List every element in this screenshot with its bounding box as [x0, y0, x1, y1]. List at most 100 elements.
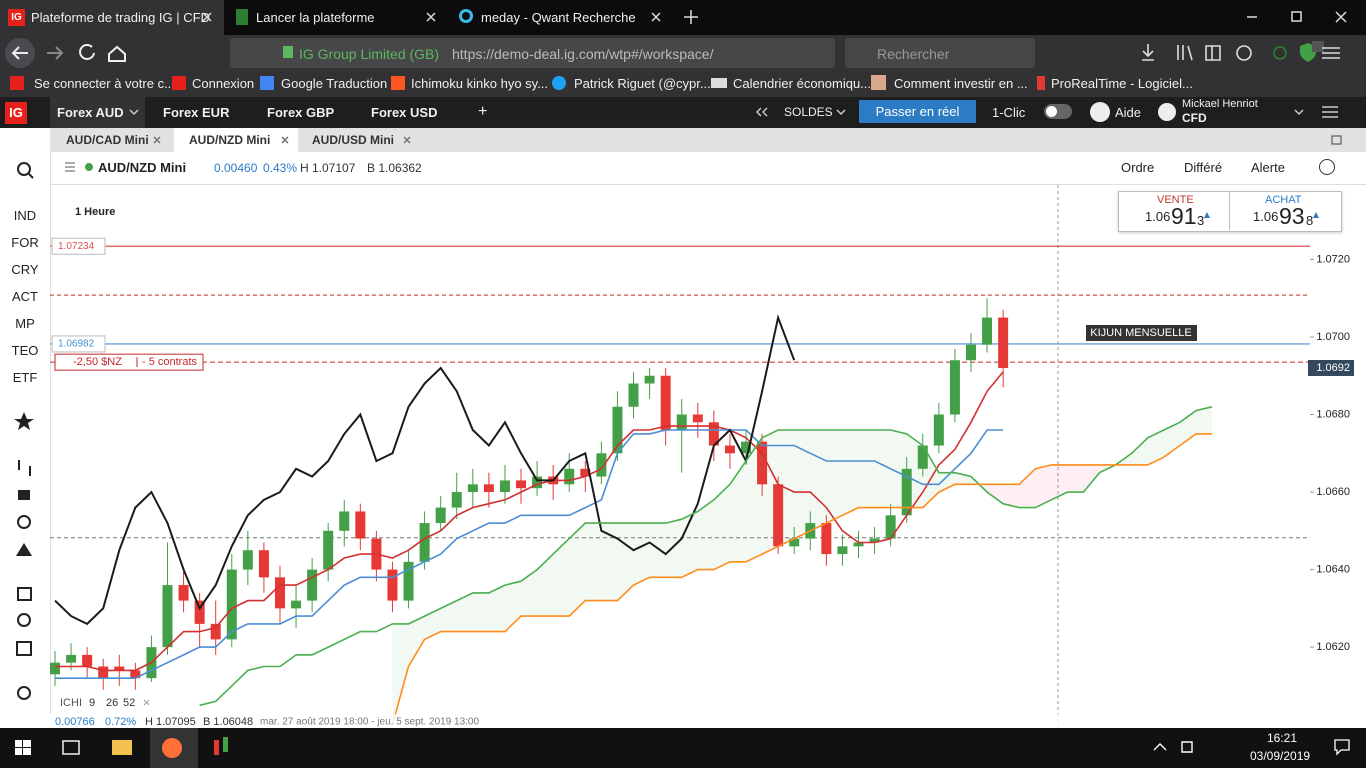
url[interactable]: https://demo-deal.ig.com/wtp#/workspace/: [452, 46, 714, 62]
indicator-line: [55, 429, 1004, 679]
balance[interactable]: SOLDES: [784, 105, 833, 119]
bookmark[interactable]: Se connecter à votre c...: [34, 76, 175, 91]
footer-low: B 1.06048: [203, 716, 253, 728]
go-live-button[interactable]: Passer en réel: [859, 100, 976, 123]
candle-body: [98, 666, 109, 679]
clock-date: 03/09/2019: [1250, 749, 1311, 763]
sell-main[interactable]: 91: [1171, 203, 1197, 229]
cloud: [1051, 464, 1068, 500]
candle-body: [885, 515, 896, 539]
candle-body: [998, 317, 1009, 368]
candle-body: [982, 317, 993, 345]
nav-item[interactable]: MP: [15, 316, 35, 331]
workspace[interactable]: Forex GBP: [267, 105, 335, 120]
instrument-tab[interactable]: AUD/CAD Mini: [66, 133, 149, 147]
action[interactable]: Différé: [1184, 160, 1223, 175]
favicon: [459, 9, 473, 23]
menu-icons[interactable]: [62, 160, 102, 176]
bookmark[interactable]: Calendrier économiqu...: [733, 76, 872, 91]
instrument-tab-active[interactable]: [174, 128, 298, 152]
user-name[interactable]: Mickael Henriot: [1182, 98, 1258, 110]
address-bar[interactable]: [230, 38, 835, 68]
workspace[interactable]: Forex AUD: [57, 105, 124, 120]
tab-active[interactable]: [0, 0, 224, 35]
add-workspace[interactable]: +: [478, 103, 488, 120]
sell-small[interactable]: 3: [1197, 213, 1205, 228]
indicator-line: [391, 433, 1212, 725]
tab-title[interactable]: meday - Qwant Recherche: [481, 10, 636, 25]
tab-title[interactable]: Plateforme de trading IG | CFD: [31, 10, 210, 25]
annotation-box: [1086, 325, 1197, 341]
buy-small[interactable]: 8: [1306, 213, 1314, 228]
buy-big[interactable]: 1.06: [1253, 209, 1279, 224]
search-placeholder: Rechercher: [877, 46, 950, 62]
tab-title[interactable]: Lancer la plateforme: [256, 10, 375, 25]
footer-high: H 1.07095: [145, 716, 196, 728]
help-icon[interactable]: [1090, 102, 1110, 122]
workspace[interactable]: Forex USD: [371, 105, 438, 120]
candle-body: [724, 445, 735, 454]
instrument-tab[interactable]: AUD/NZD Mini: [189, 133, 271, 147]
indicator-param: 9: [89, 697, 95, 709]
change: 0.00460: [214, 161, 258, 175]
indicator-line: [54, 314, 796, 626]
nav-item[interactable]: TEO: [11, 343, 39, 358]
bookmark[interactable]: Connexion: [192, 76, 255, 91]
bookmark[interactable]: Comment investir en ...: [894, 76, 1028, 91]
nav-item[interactable]: CRY: [11, 262, 39, 277]
instrument-tab[interactable]: AUD/USD Mini: [312, 133, 394, 147]
bookmark[interactable]: Patrick Riguet (@cypr...: [574, 76, 711, 91]
action[interactable]: Alerte: [1251, 160, 1285, 175]
bookmark-icon: [10, 76, 24, 90]
candle-body: [965, 344, 976, 361]
level-label: 1.06982: [58, 339, 95, 350]
candle-body: [339, 511, 350, 531]
site-identity: IG Group Limited (GB): [299, 46, 440, 62]
nav-item[interactable]: IND: [13, 208, 37, 223]
candle-body: [483, 484, 494, 493]
workspace-active[interactable]: [50, 97, 145, 128]
cloud: [488, 585, 505, 632]
bookmark[interactable]: ProRealTime - Logiciel...: [1051, 76, 1193, 91]
bookmark[interactable]: Google Traduction: [281, 76, 388, 91]
candle-body: [837, 546, 848, 555]
help[interactable]: Aide: [1115, 105, 1142, 120]
toolbar-icons: [1142, 41, 1340, 62]
candle-body: [162, 585, 173, 648]
level-label-box: [51, 335, 106, 353]
tab-close-icons[interactable]: [50, 128, 1366, 152]
cloud: [553, 538, 570, 617]
action[interactable]: Ordre: [1121, 160, 1155, 175]
bookmark-icon: [172, 76, 186, 90]
candle-body: [741, 441, 752, 454]
buy-main[interactable]: 93: [1279, 203, 1305, 229]
cloud: [810, 430, 827, 531]
candle-body: [773, 484, 784, 547]
workspace[interactable]: Forex EUR: [163, 105, 230, 120]
candle-body: [628, 383, 639, 407]
annotation: KIJUN MENSUELLE: [1090, 327, 1191, 339]
clock-time: 16:21: [1267, 731, 1298, 745]
sidebar-icons[interactable]: [0, 150, 50, 710]
candle-body: [387, 569, 398, 601]
price-tag: [1308, 359, 1354, 376]
cloud: [729, 461, 747, 562]
sell-label[interactable]: VENTE: [1157, 194, 1194, 206]
bookmark[interactable]: Ichimoku kinko hyo sy...: [411, 76, 549, 91]
cloud: [665, 519, 682, 578]
indicator-param: 52: [123, 697, 135, 709]
nav-item[interactable]: ETF: [12, 370, 38, 385]
sell-big[interactable]: 1.06: [1145, 209, 1171, 224]
info-icon[interactable]: [1319, 159, 1335, 175]
cloud: [649, 523, 666, 578]
taskbar-icons[interactable]: [0, 728, 1366, 768]
bookmark-icon: [1037, 76, 1045, 90]
search-box[interactable]: [845, 38, 1035, 68]
nav-item[interactable]: ACT: [12, 289, 38, 304]
nav-item[interactable]: FOR: [11, 235, 39, 250]
cloud: [1163, 422, 1180, 458]
buy-label[interactable]: ACHAT: [1265, 194, 1302, 206]
candle-body: [692, 414, 703, 423]
candle-body: [821, 523, 832, 555]
nav-buttons[interactable]: [0, 35, 230, 70]
